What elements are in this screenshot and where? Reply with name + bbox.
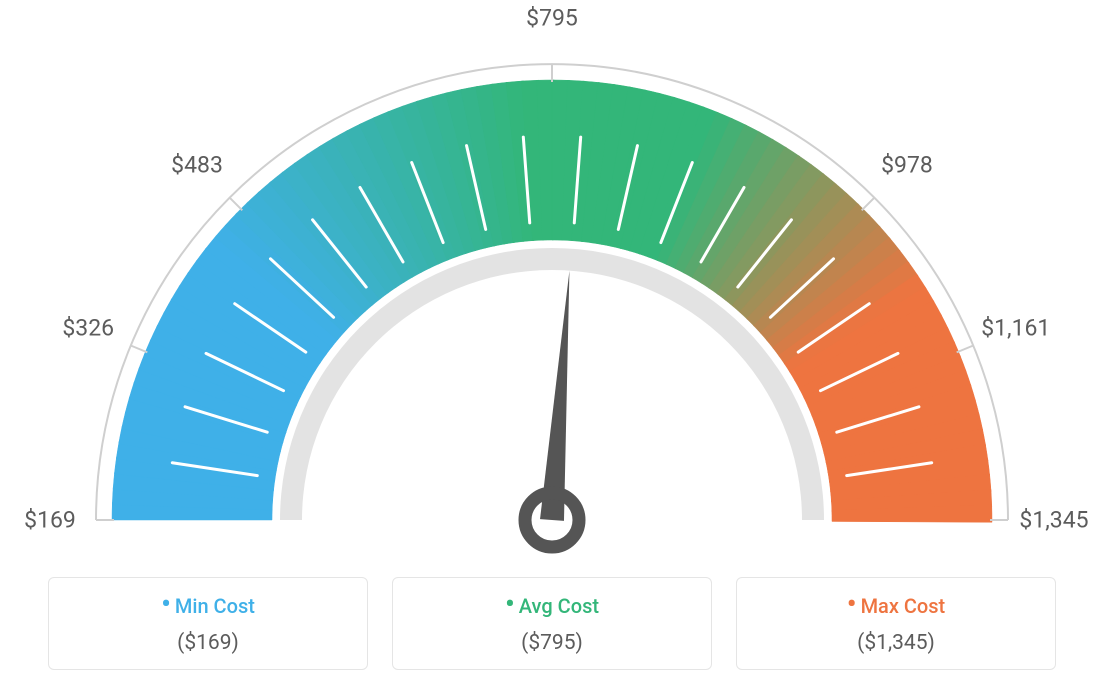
legend-card-max: • Max Cost ($1,345)	[736, 577, 1056, 670]
legend-value: ($1,345)	[749, 631, 1043, 655]
legend-title: • Max Cost	[847, 594, 945, 618]
gauge-tick-label: $169	[24, 507, 76, 534]
legend-title-text: Max Cost	[861, 594, 946, 618]
legend-title: • Min Cost	[161, 594, 255, 618]
gauge-tick-label: $1,161	[981, 314, 1050, 341]
gauge-tick-label: $978	[881, 152, 933, 179]
gauge-tick-label: $1,345	[1019, 507, 1088, 534]
gauge-area: $169 $326 $483 $795 $978 $1,161 $1,345	[0, 0, 1104, 560]
legend-row: • Min Cost ($169) • Avg Cost ($795) • Max Co…	[0, 577, 1104, 670]
gauge-tick-label: $795	[526, 5, 578, 32]
legend-card-min: • Min Cost ($169)	[48, 577, 368, 670]
legend-value: ($795)	[405, 631, 699, 655]
chart-container: $169 $326 $483 $795 $978 $1,161 $1,345 • Min C…	[0, 0, 1104, 690]
legend-title-text: Min Cost	[175, 594, 255, 618]
gauge-svg	[0, 0, 1104, 560]
gauge-tick-label: $326	[62, 314, 114, 341]
legend-title-text: Avg Cost	[519, 594, 599, 618]
legend-title: • Avg Cost	[505, 594, 599, 618]
legend-value: ($169)	[61, 631, 355, 655]
legend-card-avg: • Avg Cost ($795)	[392, 577, 712, 670]
gauge-tick-label: $483	[171, 152, 223, 179]
